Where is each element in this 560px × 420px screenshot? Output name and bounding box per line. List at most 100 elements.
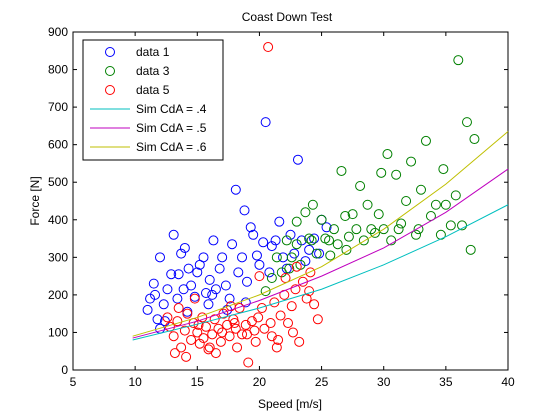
- series-0-point-59: [240, 297, 251, 308]
- series-1-point-42: [445, 220, 456, 231]
- series-1-point-18: [340, 211, 351, 222]
- series-0-point-9: [172, 293, 183, 304]
- series-2-point-44: [309, 299, 320, 310]
- series-2-point-39: [290, 284, 301, 295]
- series-2-point-52: [242, 329, 252, 340]
- y-tick-label-8: 800: [48, 63, 68, 77]
- x-tick-label-5: 30: [377, 375, 391, 389]
- series-0-point-15: [192, 267, 203, 278]
- legend-entry-4: Sim CdA = .5: [136, 121, 207, 135]
- series-1-point-20: [347, 209, 358, 220]
- series-5-line: [132, 131, 509, 337]
- series-0-point-11: [179, 242, 190, 253]
- series-0-point-48: [300, 256, 311, 267]
- series-2-point-45: [312, 314, 323, 325]
- series-0-point-1: [145, 293, 156, 304]
- series-2-point-24: [240, 319, 251, 330]
- series-2-point-50: [217, 327, 228, 338]
- series-1-point-30: [386, 235, 397, 246]
- series-1-point-22: [355, 180, 366, 191]
- series-3-line: [132, 204, 509, 341]
- series-2-point-40: [294, 336, 305, 347]
- legend-marker-0: [105, 47, 115, 57]
- y-tick-label-6: 600: [48, 138, 68, 152]
- series-0-point-8: [168, 229, 179, 240]
- series-0-point-3: [152, 314, 163, 325]
- x-tick-label-4: 25: [315, 375, 329, 389]
- series-1-point-37: [420, 135, 431, 146]
- series-2-point-21: [230, 323, 241, 334]
- series-2-point-34: [273, 334, 284, 345]
- series-0-point-36: [258, 237, 269, 248]
- series-2-point-14: [209, 314, 220, 325]
- series-0-point-57: [207, 289, 218, 300]
- series-2-point-1: [168, 331, 179, 342]
- series-1-point-47: [465, 244, 476, 255]
- series-2-point-13: [207, 329, 218, 340]
- y-tick-label-2: 200: [48, 288, 68, 302]
- series-1-point-1: [266, 272, 277, 283]
- series-0-point-7: [166, 269, 177, 280]
- series-0-point-26: [227, 239, 238, 250]
- series-2-point-47: [181, 351, 192, 362]
- series-1-point-23: [358, 235, 369, 246]
- series-1-point-45: [457, 220, 468, 231]
- series-1-point-31: [391, 169, 402, 180]
- series-2-point-4: [179, 325, 190, 336]
- series-1-point-32: [396, 218, 407, 229]
- series-1-point-26: [370, 227, 381, 238]
- series-2-point-59: [189, 293, 200, 304]
- series-0-point-22: [214, 263, 225, 274]
- series-1-point-27: [373, 209, 384, 220]
- series-2-point-46: [169, 348, 180, 359]
- series-1-point-35: [411, 229, 422, 240]
- series-2-point-49: [204, 342, 215, 353]
- series-2-point-30: [259, 323, 270, 334]
- series-2-point-25: [243, 357, 254, 368]
- series-5: [132, 131, 509, 337]
- series-1-point-36: [416, 184, 426, 195]
- series-2-point-66: [198, 333, 209, 344]
- legend: data 1 data 3 data 5 Sim CdA = .4 Sim CdA = …: [82, 39, 224, 161]
- series-1-point-15: [329, 224, 339, 235]
- series-1-point-48: [469, 134, 480, 145]
- y-tick-label-1: 100: [48, 325, 68, 339]
- series-0-point-20: [208, 235, 219, 246]
- series-1-point-5: [286, 252, 297, 263]
- y-tick-label-3: 300: [48, 250, 68, 264]
- series-0-point-44: [285, 229, 296, 240]
- series-0-point-0: [142, 304, 153, 315]
- series-0-point-53: [321, 222, 332, 233]
- series-2-point-58: [173, 303, 184, 314]
- series-1-point-10: [307, 199, 318, 210]
- series-2-point-65: [162, 312, 173, 323]
- series-2-point-6: [186, 334, 197, 345]
- series-0-point-10: [176, 248, 187, 259]
- series-0-point-56: [183, 263, 194, 274]
- series-0-point-5: [158, 299, 169, 310]
- series-2-point-43: [305, 267, 316, 278]
- series-0-point-38: [264, 267, 275, 278]
- series-0-point-37: [260, 117, 271, 128]
- series-2-point-37: [283, 318, 294, 329]
- x-tick-label-3: 20: [253, 375, 267, 389]
- series-2-point-23: [237, 329, 248, 340]
- series-0-point-18: [200, 288, 211, 299]
- series-1-point-50: [413, 224, 424, 235]
- series-1-point-39: [430, 199, 441, 210]
- series-2-point-31: [263, 42, 274, 53]
- series-1-point-16: [332, 239, 343, 250]
- series-2-point-8: [192, 327, 203, 338]
- series-2-point-64: [287, 327, 298, 338]
- series-0-point-31: [242, 276, 252, 287]
- y-tick-label-4: 400: [48, 213, 68, 227]
- legend-entry-2: data 5: [136, 83, 170, 97]
- series-1-point-11: [311, 248, 322, 259]
- series-4: [132, 168, 509, 339]
- series-0-point-21: [210, 284, 221, 295]
- series-0-point-51: [314, 248, 325, 259]
- series-2-point-51: [229, 318, 240, 329]
- series-0-point-2: [148, 278, 159, 289]
- series-0-point-40: [270, 235, 281, 246]
- series-1-point-2: [271, 252, 282, 263]
